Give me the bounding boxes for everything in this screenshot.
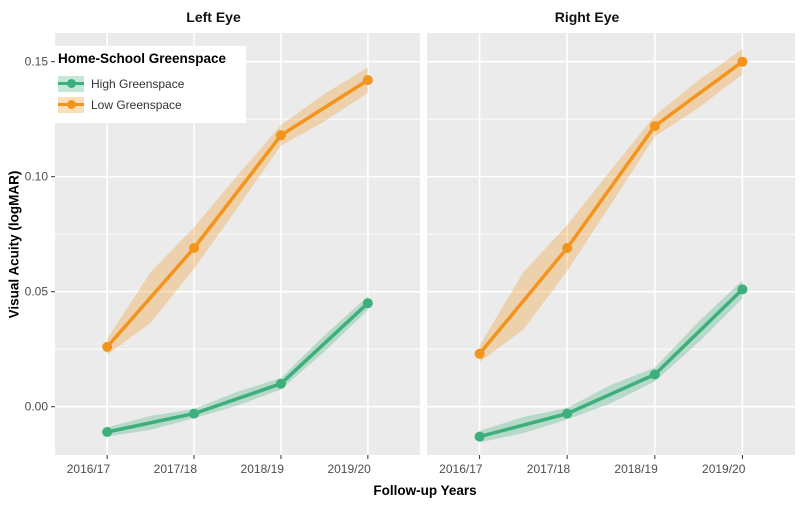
x-tick-label: 2019/20	[702, 462, 746, 476]
legend-title: Home-School Greenspace	[58, 51, 227, 66]
y-tick-label: 0.05	[25, 285, 49, 299]
y-axis-title: Visual Acuity (logMAR)	[6, 170, 22, 319]
high-greenspace-point	[562, 408, 573, 419]
high-greenspace-ci-ribbon	[107, 296, 368, 437]
high-greenspace-point	[189, 408, 200, 419]
low-greenspace-line	[105, 78, 370, 349]
y-tick-label: 0.00	[25, 400, 49, 414]
high-greenspace-ci-ribbon	[479, 280, 743, 443]
x-tick-label: 2016/17	[67, 462, 111, 476]
low-greenspace-ci-ribbon	[479, 49, 743, 362]
legend-item-high-greenspace: High Greenspace	[58, 73, 240, 94]
x-axis-title: Follow-up Years	[373, 483, 477, 498]
x-tick-label: 2016/17	[439, 462, 483, 476]
low-greenspace-point	[474, 348, 485, 359]
low-greenspace-point	[562, 243, 573, 253]
low-greenspace-line	[477, 59, 745, 356]
low-greenspace-ci-ribbon	[107, 67, 368, 355]
low-greenspace-point	[102, 341, 113, 352]
high-greenspace-line	[105, 301, 370, 434]
x-tick-label: 2018/19	[614, 462, 658, 476]
high-greenspace-point	[737, 284, 748, 295]
high-greenspace-point	[649, 369, 660, 380]
high-greenspace-point	[275, 378, 286, 389]
low-greenspace-point	[189, 243, 200, 253]
x-tick-label: 2017/18	[154, 462, 198, 476]
x-tick-label: 2018/19	[241, 462, 285, 476]
high-greenspace-line	[477, 287, 745, 439]
low-greenspace-point	[362, 75, 373, 86]
facet-strip-right-eye: Right Eye	[554, 9, 620, 25]
panel-background	[427, 33, 795, 455]
low-greenspace-point	[649, 121, 660, 132]
x-tick-label: 2017/18	[527, 462, 571, 476]
legend: Home-School Greenspace High Greenspace L…	[55, 46, 246, 123]
low-greenspace-point	[737, 56, 748, 67]
y-tick-label: 0.10	[25, 170, 49, 184]
y-tick-label: 0.15	[25, 55, 49, 69]
legend-item-low-greenspace: Low Greenspace	[58, 94, 240, 115]
legend-label-low-greenspace: Low Greenspace	[91, 97, 182, 112]
low-greenspace-point	[275, 130, 286, 141]
legend-label-high-greenspace: High Greenspace	[91, 76, 185, 91]
low-greenspace-key-icon	[58, 96, 84, 113]
panel-right-eye: 2016/17 2017/18 2018/19 2019/20	[427, 33, 795, 476]
high-greenspace-point	[474, 431, 485, 442]
high-greenspace-point	[362, 298, 373, 309]
high-greenspace-point	[102, 427, 113, 437]
facet-strip-left-eye: Left Eye	[186, 9, 241, 25]
high-greenspace-key-icon	[58, 75, 84, 92]
x-tick-label: 2019/20	[327, 462, 371, 476]
